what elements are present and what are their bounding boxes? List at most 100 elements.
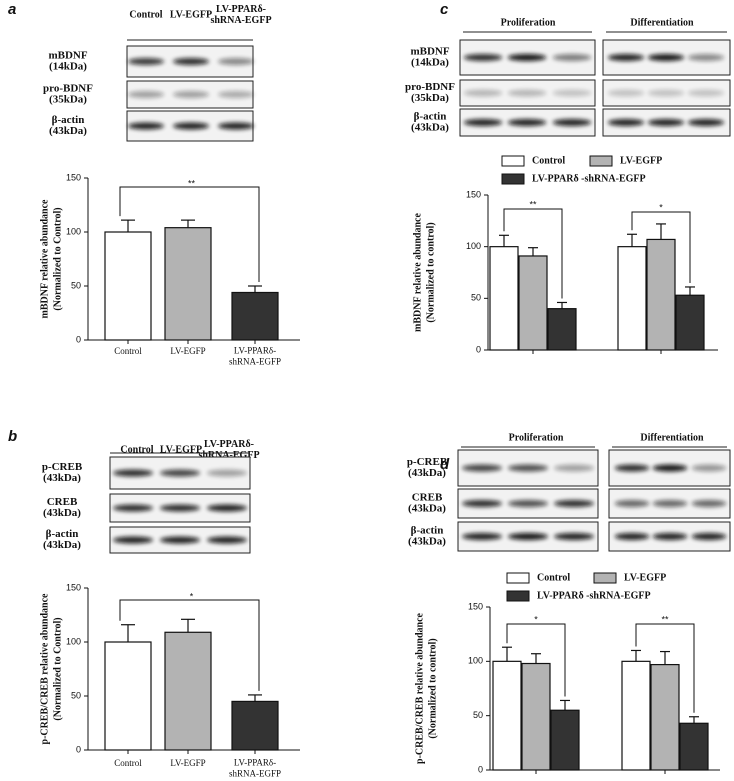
legend-label: LV-EGFP (624, 572, 666, 583)
panel-letter: c (440, 1, 449, 18)
x-tick-label: LV-PPARδ- (234, 758, 276, 768)
blot-band (607, 119, 645, 126)
blot-band (508, 500, 548, 507)
significance-bracket (119, 186, 260, 282)
significance-label: ** (529, 199, 537, 209)
y-axis-label: p-CREB/CREB relative abundance (414, 612, 425, 764)
blot-band (160, 469, 200, 477)
blot-row-label: (14kDa) (411, 57, 449, 69)
blot-row-label: mBDNF (48, 50, 87, 62)
y-axis-label: (Normalized to Control) (52, 207, 63, 310)
legend-label: Control (532, 155, 565, 166)
blot-row-label: CREB (47, 496, 78, 508)
significance-bracket (119, 599, 260, 691)
y-axis-label: mBDNF relative abundance (412, 212, 423, 331)
blot-band (218, 122, 254, 130)
blot-row-label: (35kDa) (49, 94, 87, 106)
blot-band (647, 54, 685, 61)
blot-band (462, 464, 502, 472)
blot-band (552, 54, 592, 61)
blot-band (173, 91, 209, 98)
blot-band (614, 464, 650, 472)
blot-row-label: β-actin (52, 114, 85, 126)
blot-band (614, 500, 650, 507)
x-tick-label: LV-EGFP (170, 346, 205, 356)
blot-band (652, 533, 688, 540)
blot-band (128, 58, 164, 65)
y-tick-label: 100 (66, 636, 81, 646)
blot-band (691, 533, 727, 540)
bar (104, 641, 152, 751)
legend-label: LV-PPARδ -shRNA-EGFP (537, 590, 651, 601)
blot-band (128, 91, 164, 98)
column-header: Differentiation (630, 17, 694, 28)
blot-band (462, 533, 502, 540)
column-header: shRNA-EGFP (210, 15, 271, 26)
blot-band (554, 533, 594, 540)
legend-swatch (506, 572, 530, 584)
x-tick-label: shRNA-EGFP (229, 769, 281, 779)
column-header: Control (129, 9, 162, 20)
y-axis-label: (Normalized to Control) (52, 617, 63, 720)
blot-row-label: (43kDa) (411, 122, 449, 134)
legend-swatch (506, 590, 530, 602)
significance-label: ** (188, 178, 196, 188)
bar (547, 308, 577, 351)
y-axis-label: mBDNF relative abundance (39, 199, 50, 318)
bar (231, 700, 279, 751)
legend-swatch (593, 572, 617, 584)
blot-band (607, 89, 645, 97)
blot-band (687, 119, 725, 126)
legend-label: Control (537, 572, 570, 583)
bar (679, 722, 709, 771)
bar (675, 294, 705, 351)
y-tick-label: 100 (466, 241, 481, 251)
blot-row-label: (14kDa) (49, 61, 87, 73)
blot-band (463, 54, 503, 61)
blot-row-label: (43kDa) (43, 472, 81, 484)
significance-bracket (631, 211, 691, 283)
y-tick-label: 150 (468, 601, 483, 611)
blot-band (463, 119, 503, 126)
blot-row-label: (43kDa) (408, 536, 446, 548)
significance-label: * (659, 202, 663, 212)
blot-band (207, 536, 247, 544)
blot-band (113, 536, 153, 544)
column-header: shRNA-EGFP (198, 450, 259, 461)
blot-band (507, 54, 547, 61)
blot-band (160, 536, 200, 544)
y-tick-label: 0 (478, 764, 483, 774)
blot-band (607, 54, 645, 61)
blot-row-label: (43kDa) (408, 503, 446, 515)
x-tick-label: shRNA-EGFP (229, 357, 281, 367)
blot-band (647, 89, 685, 97)
blot-row-label: p-CREB (407, 456, 448, 468)
blot-row-label: p-CREB (42, 461, 83, 473)
blot-band (218, 91, 254, 98)
bar (231, 291, 279, 341)
blot-band (507, 119, 547, 126)
blot-band (462, 500, 502, 507)
significance-label: * (190, 591, 194, 601)
blot-band (508, 464, 548, 472)
y-tick-label: 50 (71, 280, 81, 290)
blot-row-label: pro-BDNF (43, 83, 93, 95)
blot-row-label: (43kDa) (408, 467, 446, 479)
significance-label: * (534, 614, 538, 624)
significance-bracket (503, 208, 563, 299)
bar (492, 660, 522, 771)
column-header: LV-PPARδ- (216, 4, 266, 15)
blot-row-label: (43kDa) (43, 539, 81, 551)
blot-band (173, 122, 209, 130)
significance-bracket (635, 623, 695, 713)
bar (646, 238, 676, 351)
significance-bracket (506, 623, 566, 697)
y-tick-label: 150 (466, 189, 481, 199)
blot-band (507, 89, 547, 97)
y-axis-label: (Normalized to control) (427, 638, 438, 738)
bar (617, 246, 647, 351)
blot-row-label: CREB (412, 492, 443, 504)
column-header: Proliferation (501, 17, 556, 28)
y-tick-label: 100 (66, 226, 81, 236)
bar (521, 662, 551, 771)
